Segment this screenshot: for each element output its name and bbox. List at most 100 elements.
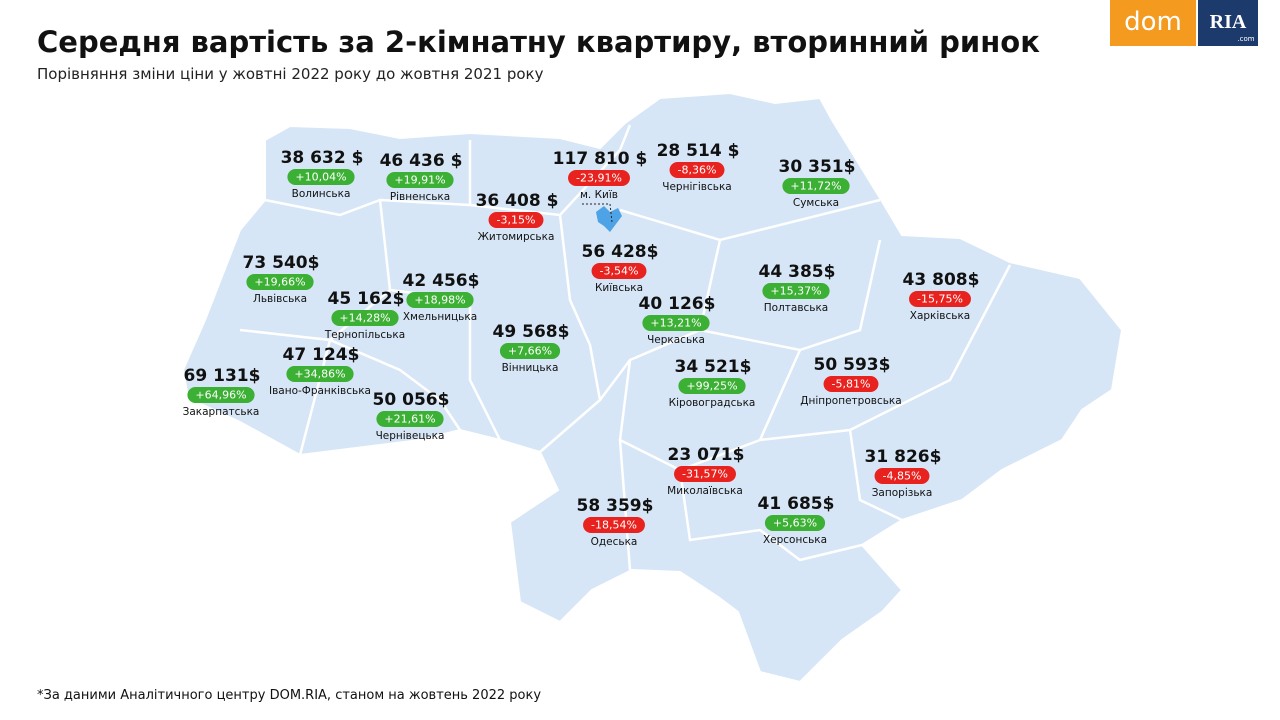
region-name: Рівненська: [390, 191, 450, 203]
ukraine-map: [181, 91, 1124, 684]
region-price: 73 540$: [243, 253, 320, 273]
region-name: Тернопільська: [324, 329, 405, 341]
region-labels: 38 632 $ +10,04% Волинська 46 436 $ +19,91% Р…: [183, 141, 980, 548]
change-badge: +18,98%: [406, 292, 474, 308]
badge-bg: [488, 212, 544, 228]
region-name: Чернігівська: [662, 181, 731, 193]
badge-bg: [591, 263, 647, 279]
change-badge: -4,85%: [874, 468, 930, 484]
region-name: Полтавська: [764, 302, 829, 314]
badge-bg: [823, 376, 879, 392]
region-name: Харківська: [910, 310, 970, 322]
region-price: 38 632 $: [281, 148, 364, 168]
region-price: 43 808$: [903, 270, 980, 290]
region-change: +19,91%: [394, 174, 445, 187]
change-badge: -15,75%: [909, 291, 971, 307]
logo-suffix: .com: [1237, 35, 1254, 43]
change-badge: -3,15%: [488, 212, 544, 228]
badge-bg: [678, 378, 746, 394]
region-price: 23 071$: [668, 445, 745, 465]
region-name: Кіровоградська: [669, 397, 756, 409]
badge-bg: [764, 515, 826, 531]
change-badge: -8,36%: [669, 162, 725, 178]
subtitle: Порівняння зміни ціни у жовтні 2022 року…: [37, 65, 544, 83]
region-price: 42 456$: [403, 271, 480, 291]
region-change: +15,37%: [770, 285, 821, 298]
region-change: +11,72%: [790, 180, 841, 193]
region-price: 31 826$: [865, 447, 942, 467]
region-price: 34 521$: [675, 357, 752, 377]
region-price: 47 124$: [283, 345, 360, 365]
region-name: Запорізька: [872, 487, 933, 499]
title: Середня вартість за 2-кімнатну квартиру,…: [37, 25, 1040, 59]
change-badge: +14,28%: [331, 310, 399, 326]
badge-bg: [568, 170, 630, 186]
region-borders: [239, 124, 1012, 571]
region-price: 36 408 $: [476, 191, 559, 211]
region-name: Миколаївська: [667, 485, 743, 497]
badge-bg: [287, 169, 355, 185]
region-price: 56 428$: [582, 242, 659, 262]
change-badge: +64,96%: [187, 387, 255, 403]
region-price: 58 359$: [577, 496, 654, 516]
region-price: 69 131$: [184, 366, 261, 386]
change-badge: +5,63%: [764, 515, 826, 531]
region-price: 50 593$: [814, 355, 891, 375]
region-change: -18,54%: [591, 519, 637, 532]
region-change: +5,63%: [773, 517, 817, 530]
region-name: Чернівецька: [376, 430, 445, 442]
change-badge: +7,66%: [499, 343, 561, 359]
region-change: +7,66%: [508, 345, 552, 358]
region-change: +18,98%: [414, 294, 465, 307]
region-change: +10,04%: [295, 171, 346, 184]
footnote: *За даними Аналітичного центру DOM.RIA, …: [37, 688, 541, 703]
change-badge: +19,91%: [386, 172, 454, 188]
region-name: Херсонська: [763, 534, 827, 546]
region-name: Житомирська: [478, 231, 555, 243]
badge-bg: [674, 466, 736, 482]
region-name: Сумська: [793, 197, 839, 209]
region-change: -15,75%: [917, 293, 963, 306]
region-name: Черкаська: [647, 334, 705, 346]
logo-ria-bg: [1198, 0, 1258, 46]
badge-bg: [669, 162, 725, 178]
region-change: -23,91%: [576, 172, 622, 185]
region-price: 30 351$: [779, 157, 856, 177]
region-change: +34,86%: [294, 368, 345, 381]
badge-bg: [782, 178, 850, 194]
region-name: Волинська: [292, 188, 351, 200]
logo-ria: RIA: [1210, 11, 1247, 33]
region-name: Івано-Франківська: [269, 385, 371, 397]
region-price: 117 810 $: [553, 149, 648, 169]
badge-bg: [909, 291, 971, 307]
region-change: +13,21%: [650, 317, 701, 330]
change-badge: -3,54%: [591, 263, 647, 279]
kyiv-city: [596, 206, 622, 232]
badge-bg: [406, 292, 474, 308]
logo-dom-bg: [1110, 0, 1196, 46]
region-change: +19,66%: [254, 276, 305, 289]
region-name: Одеська: [591, 536, 638, 548]
change-badge: +13,21%: [642, 315, 710, 331]
badge-bg: [762, 283, 830, 299]
region-change: -31,57%: [682, 468, 728, 481]
region-change: +14,28%: [339, 312, 390, 325]
change-badge: +21,61%: [376, 411, 444, 427]
change-badge: -31,57%: [674, 466, 736, 482]
region-name: м. Київ: [580, 189, 618, 201]
region-price: 46 436 $: [380, 151, 463, 171]
badge-bg: [331, 310, 399, 326]
region-name: Львівська: [253, 293, 307, 305]
region-change: +99,25%: [686, 380, 737, 393]
badge-bg: [386, 172, 454, 188]
change-badge: +19,66%: [246, 274, 314, 290]
region-price: 50 056$: [373, 390, 450, 410]
region-price: 44 385$: [759, 262, 836, 282]
region-price: 40 126$: [639, 294, 716, 314]
region-change: +64,96%: [195, 389, 246, 402]
region-change: -4,85%: [883, 470, 922, 483]
region-price: 28 514 $: [657, 141, 740, 161]
badge-bg: [376, 411, 444, 427]
